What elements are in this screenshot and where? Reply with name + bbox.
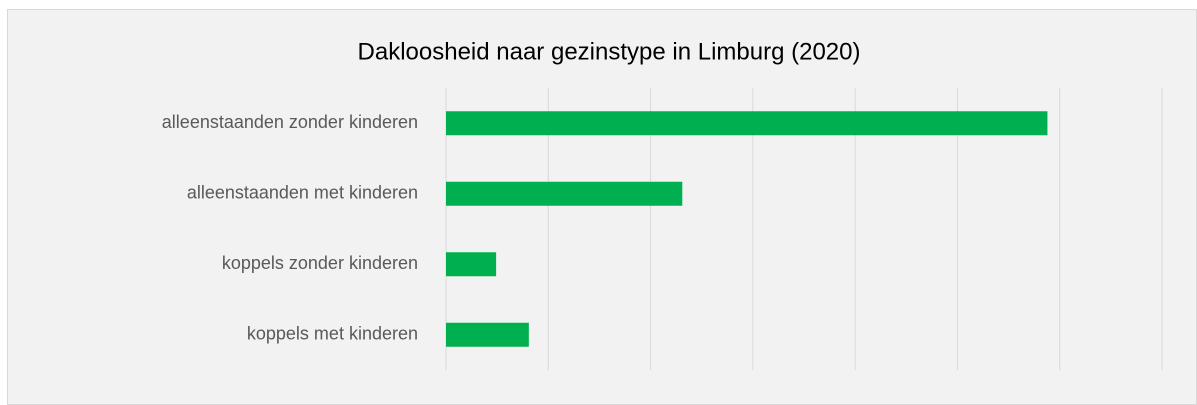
bar bbox=[446, 322, 529, 347]
chart-background bbox=[7, 9, 1197, 405]
y-tick-label: koppels met kinderen bbox=[247, 324, 418, 344]
bar bbox=[446, 111, 1048, 136]
bar bbox=[446, 181, 683, 206]
bar bbox=[446, 252, 497, 277]
y-tick-label: alleenstaanden met kinderen bbox=[187, 183, 418, 203]
y-tick-label: koppels zonder kinderen bbox=[222, 253, 418, 273]
y-tick-label: alleenstaanden zonder kinderen bbox=[162, 112, 418, 132]
chart-title: Dakloosheid naar gezinstype in Limburg (… bbox=[358, 38, 861, 65]
